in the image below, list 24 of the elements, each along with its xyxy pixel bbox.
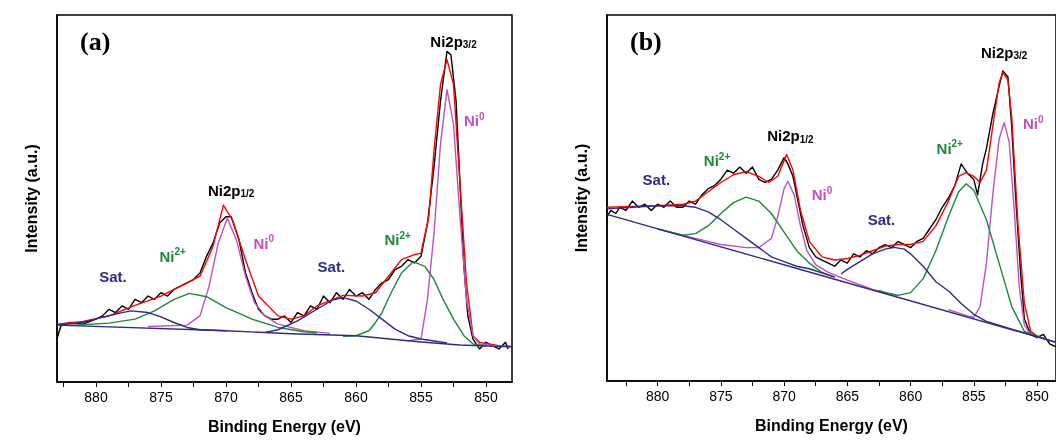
x-tick-label: 860 [344,389,368,405]
x-tick-label: 865 [835,388,860,404]
x-tick-label: 850 [1025,388,1049,404]
annotation: Sat. [867,211,896,229]
x-tick-label: 880 [645,388,670,404]
x-tick-label: 855 [962,388,986,404]
x-tick-label: 870 [772,388,796,404]
x-tick-label: 880 [84,389,108,405]
chart-title: (a) [80,26,111,56]
x-axis-title: Binding Energy (eV) [755,416,908,434]
x-tick-label: 875 [149,389,173,405]
x-tick-label: 855 [409,389,433,405]
y-axis-title: Intensity (a.u.) [572,143,590,253]
annotation: Sat. [99,267,127,285]
x-axis-title: Binding Energy (eV) [208,417,361,435]
annotation: Sat. [642,170,671,188]
x-tick-label: 860 [898,388,923,404]
y-axis-title: Intensity (a.u.) [22,144,40,253]
chart-title: (b) [630,26,662,56]
x-tick-label: 850 [474,389,498,405]
x-tick-label: 875 [709,388,733,404]
annotation: Sat. [317,257,346,275]
x-tick-label: 865 [279,389,303,405]
x-tick-label: 870 [214,389,238,405]
